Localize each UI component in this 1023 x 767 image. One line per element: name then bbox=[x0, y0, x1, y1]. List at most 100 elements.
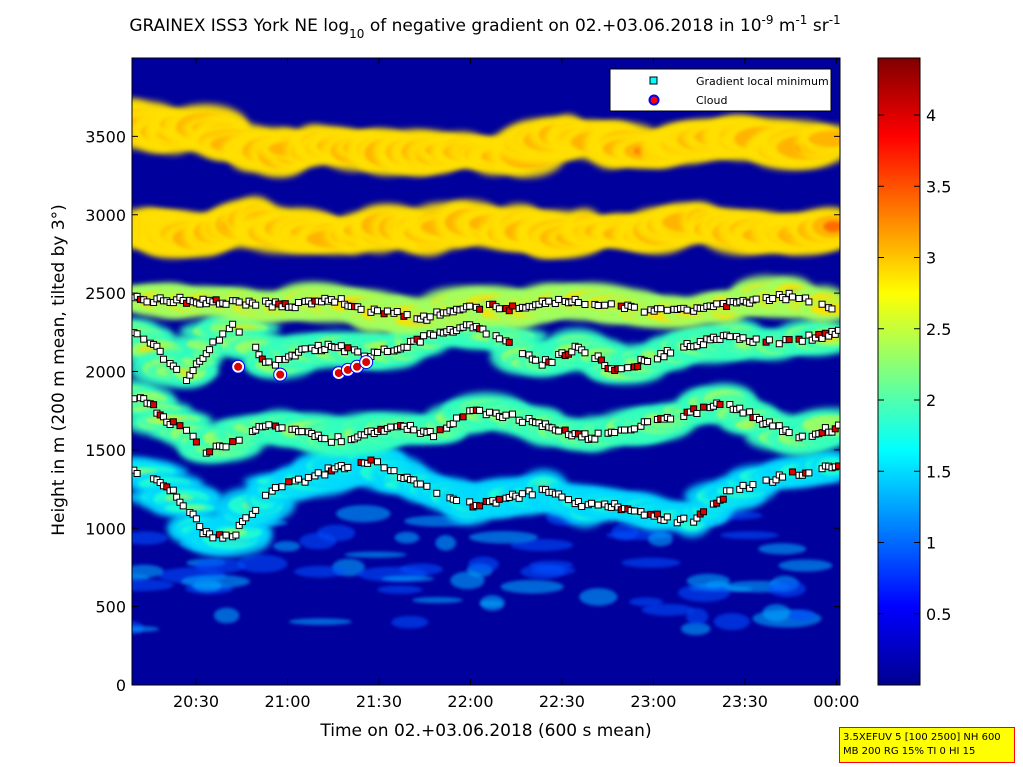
gradient-minimum-marker bbox=[485, 408, 493, 416]
gradient-minimum-marker bbox=[265, 421, 273, 429]
x-tick-label: 21:30 bbox=[356, 692, 402, 711]
aerosol-blob bbox=[194, 559, 246, 573]
gradient-minimum-marker bbox=[278, 483, 286, 491]
colorbar-tick-label: 3 bbox=[926, 249, 936, 268]
gradient-minimum-marker bbox=[271, 361, 279, 369]
y-tick-label: 500 bbox=[95, 598, 126, 617]
legend-circle-marker bbox=[648, 94, 660, 106]
gradient-minimum-marker bbox=[630, 507, 638, 515]
gradient-minimum-marker bbox=[278, 424, 286, 432]
colorbar-tick-label: 2.5 bbox=[926, 320, 951, 339]
aerosol-blob bbox=[412, 597, 463, 604]
y-axis-label: Height in m (200 m mean, tilted by 3°) bbox=[49, 204, 69, 536]
gradient-minimum-marker bbox=[298, 428, 306, 436]
gradient-minimum-marker bbox=[383, 347, 391, 355]
gradient-minimum-marker bbox=[495, 495, 503, 503]
gradient-minimum-marker bbox=[426, 313, 434, 321]
title-mid2: m bbox=[774, 16, 796, 36]
aerosol-blob bbox=[621, 557, 681, 568]
aerosol-blob bbox=[647, 531, 673, 547]
aerosol-blob bbox=[678, 583, 731, 602]
colorbar-gradient bbox=[877, 57, 921, 686]
x-tick-label: 20:30 bbox=[173, 692, 219, 711]
gradient-minimum-marker bbox=[716, 400, 724, 408]
aerosol-blob bbox=[641, 603, 695, 616]
gradient-minimum-marker bbox=[805, 298, 813, 306]
gradient-minimum-marker bbox=[156, 347, 164, 355]
gradient-minimum-marker bbox=[749, 481, 757, 489]
gradient-minimum-marker bbox=[344, 344, 352, 352]
gradient-minimum-marker bbox=[594, 501, 602, 509]
cloud-marker-ring bbox=[359, 355, 374, 370]
x-tick-label: 00:00 bbox=[813, 692, 859, 711]
gradient-minimum-marker bbox=[222, 443, 230, 451]
gradient-minimum-marker bbox=[262, 491, 270, 499]
aerosol-blob bbox=[713, 613, 750, 631]
gradient-minimum-marker bbox=[476, 406, 484, 414]
y-tick-label: 0 bbox=[116, 676, 126, 695]
gradient-minimum-marker bbox=[779, 473, 787, 481]
aerosol-blob bbox=[344, 551, 407, 558]
aerosol-blob bbox=[468, 531, 539, 544]
gradient-minimum-marker bbox=[132, 395, 138, 403]
layer-blob-peak bbox=[823, 220, 840, 233]
gradient-minimum-marker bbox=[206, 448, 214, 456]
aerosol-blob bbox=[377, 585, 423, 594]
aerosol-blob bbox=[450, 571, 485, 590]
gradient-minimum-marker bbox=[588, 499, 596, 507]
low-altitude-band bbox=[132, 505, 833, 636]
aerosol-blob bbox=[237, 554, 288, 573]
gradient-minimum-marker bbox=[746, 408, 754, 416]
gradient-minimum-marker bbox=[271, 484, 279, 492]
gradient-minimum-marker bbox=[739, 409, 747, 417]
cloud-markers bbox=[231, 355, 374, 382]
colorbar-tick-label: 0.5 bbox=[926, 605, 951, 624]
gradient-minimum-marker bbox=[374, 349, 382, 357]
gradient-minimum-marker bbox=[726, 487, 734, 495]
gradient-minimum-marker bbox=[337, 342, 345, 350]
aerosol-blob bbox=[520, 564, 566, 579]
gradient-minimum-marker bbox=[601, 301, 609, 309]
gradient-minimum-marker bbox=[173, 365, 181, 373]
legend-label-gradient: Gradient local minimum bbox=[696, 75, 829, 88]
gradient-minimum-marker bbox=[321, 435, 329, 443]
title-sup3: -1 bbox=[829, 13, 841, 27]
x-tick-label: 22:00 bbox=[447, 692, 493, 711]
gradient-minimum-marker bbox=[700, 341, 708, 349]
aerosol-blob bbox=[394, 531, 420, 544]
cloud-marker-ring bbox=[273, 367, 288, 382]
gradient-minimum-marker bbox=[683, 306, 691, 314]
y-tick-label: 3000 bbox=[85, 206, 126, 225]
gradient-minimum-marker bbox=[410, 426, 418, 434]
aerosol-blob bbox=[391, 615, 429, 629]
gradient-minimum-marker bbox=[294, 298, 302, 306]
gradient-minimum-marker bbox=[466, 302, 474, 310]
gradient-minimum-marker bbox=[528, 491, 536, 499]
gradient-minimum-marker bbox=[423, 482, 431, 490]
gradient-minimum-marker bbox=[509, 410, 517, 418]
gradient-minimum-marker bbox=[785, 336, 793, 344]
gradient-minimum-marker bbox=[607, 300, 615, 308]
gradient-minimum-marker bbox=[133, 330, 141, 338]
aerosol-blob bbox=[132, 625, 160, 633]
aerosol-blob bbox=[435, 535, 457, 551]
x-axis: 20:30 21:00 21:30 22:00 22:30 23:00 23:30 00:00 bbox=[173, 58, 859, 711]
aerosol-blob bbox=[213, 607, 240, 624]
aerosol-blob bbox=[500, 579, 564, 594]
gradient-minimum-marker bbox=[196, 523, 204, 531]
gradient-minimum-marker bbox=[532, 356, 540, 364]
gradient-minimum-marker bbox=[700, 403, 708, 411]
x-tick-label: 23:00 bbox=[630, 692, 676, 711]
gradient-minimum-marker bbox=[374, 307, 382, 315]
gradient-minimum-marker bbox=[252, 506, 260, 514]
gradient-minimum-marker bbox=[574, 299, 582, 307]
gradient-minimum-marker bbox=[285, 478, 293, 486]
gradient-minimum-marker bbox=[765, 336, 773, 344]
aerosol-blob bbox=[336, 505, 391, 523]
aerosol-blob bbox=[680, 622, 711, 636]
gradient-minimum-marker bbox=[459, 413, 467, 421]
gradient-minimum-marker bbox=[719, 495, 727, 503]
gradient-minimum-marker bbox=[518, 350, 526, 358]
gradient-minimum-marker bbox=[581, 300, 589, 308]
gradient-minimum-marker bbox=[275, 355, 283, 363]
